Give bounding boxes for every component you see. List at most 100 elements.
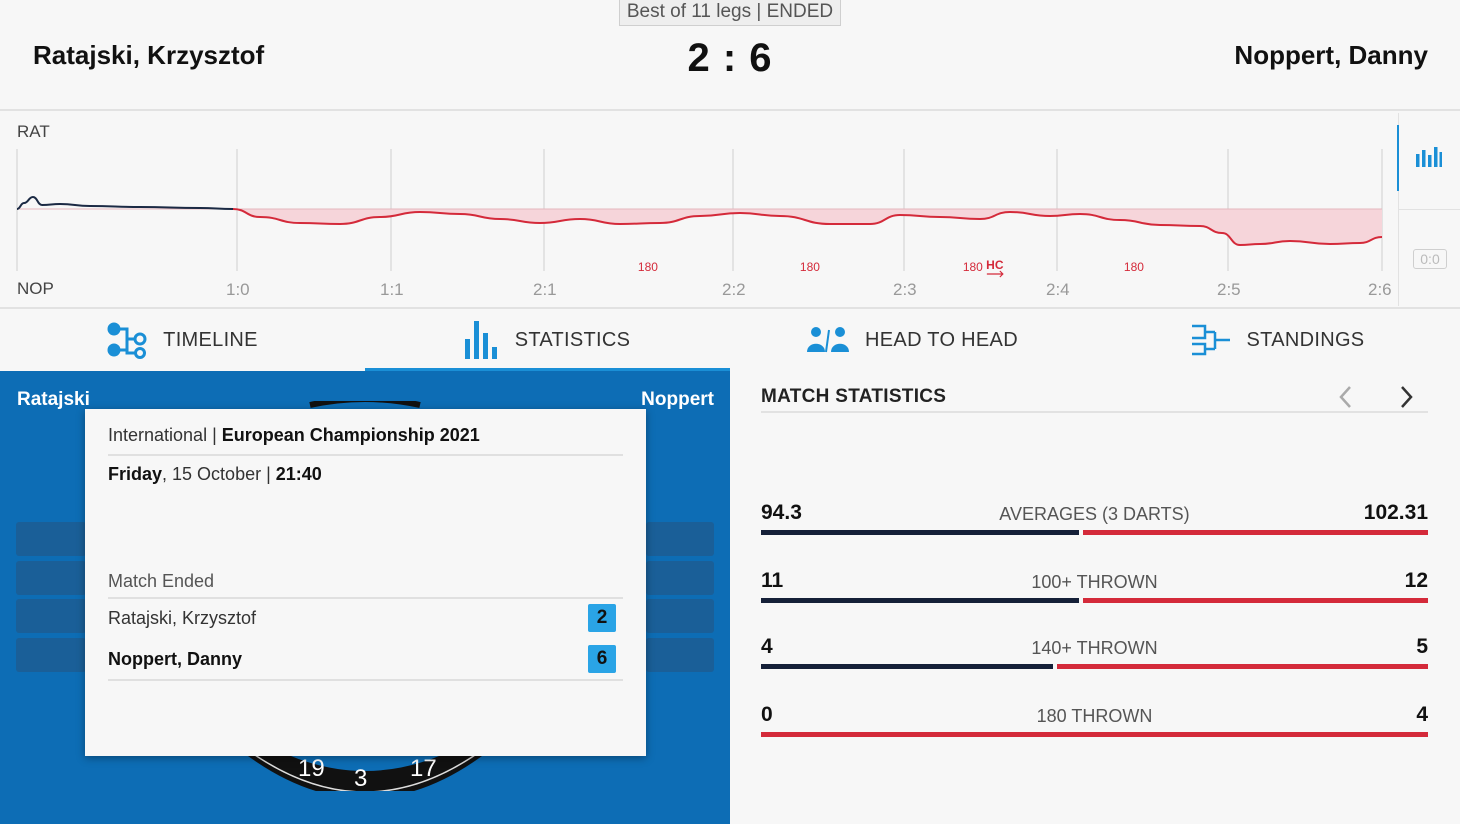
tab-timeline-label: TIMELINE: [163, 328, 258, 351]
chart-home-label: RAT: [17, 122, 50, 141]
stat-away-value: 12: [1404, 569, 1428, 592]
board-stripe: [646, 522, 714, 556]
chart-away-label: NOP: [17, 279, 54, 298]
match-header: Best of 11 legs | ENDED Ratajski, Krzysz…: [0, 0, 1460, 111]
marker-high-checkout: HC: [986, 258, 1004, 272]
stat-away-bar: [1057, 664, 1428, 669]
match-status: Match Ended: [108, 571, 623, 599]
tab-statistics[interactable]: STATISTICS: [365, 309, 730, 373]
board-number: 19: [298, 755, 325, 782]
timeline-icon: [107, 322, 147, 359]
marker-180: 180: [638, 260, 658, 274]
stat-row: 4 140+ THROWN 5: [761, 635, 1428, 675]
stat-home-bar: [761, 664, 1053, 669]
stat-label: 100+ THROWN: [1031, 572, 1158, 592]
tournament-category: International: [108, 425, 208, 445]
statistics-icon: [464, 321, 497, 359]
chevron-left-icon[interactable]: [1334, 383, 1358, 411]
marker-180: 180: [963, 260, 983, 274]
away-momentum-line: [232, 208, 1383, 247]
board-home-name: Ratajski: [17, 389, 90, 410]
match-statistics-header: MATCH STATISTICS: [761, 383, 1428, 413]
stat-home-value: 4: [761, 635, 773, 658]
leg-score-label: 1:0: [226, 280, 250, 299]
leg-score-label: 2:2: [722, 280, 746, 299]
tab-bar: TIMELINE STATISTICS HEAD TO HEAD STA: [0, 307, 1460, 373]
board-number: 17: [410, 755, 437, 782]
away-momentum-area: [233, 209, 1382, 245]
stat-home-value: 0: [761, 703, 773, 726]
momentum-chart: RAT NOP 1:0 1:1 2:1 2:2 2:3 2:4 2:5 2:6 180 180 1…: [0, 113, 1460, 306]
match-statistics-panel: MATCH STATISTICS 94.3 AVERAGES (3 DARTS)…: [730, 371, 1460, 824]
stat-away-bar: [1083, 530, 1428, 535]
head-to-head-icon: [807, 327, 850, 353]
tab-timeline[interactable]: TIMELINE: [0, 309, 365, 371]
board-away-name: Noppert: [641, 389, 714, 410]
tab-head-to-head[interactable]: HEAD TO HEAD: [730, 309, 1095, 371]
stat-away-value: 5: [1416, 635, 1428, 658]
leg-score-label: 2:1: [533, 280, 557, 299]
tab-head-to-head-label: HEAD TO HEAD: [865, 328, 1018, 351]
board-stripe: [646, 561, 714, 595]
tournament-name[interactable]: European Championship 2021: [221, 425, 480, 445]
stat-label: AVERAGES (3 DARTS): [999, 504, 1190, 524]
leg-score-label: 2:6: [1368, 280, 1392, 299]
home-momentum-line: [16, 195, 234, 210]
match-statistics-title: MATCH STATISTICS: [761, 386, 947, 407]
leg-score-label: 2:5: [1217, 280, 1241, 299]
stat-label: 140+ THROWN: [1031, 638, 1158, 658]
arrow-icon: [986, 270, 1004, 278]
stat-home-bar: [761, 598, 1079, 603]
board-stripe: [646, 638, 714, 672]
stat-home-value: 94.3: [761, 501, 802, 524]
tab-statistics-label: STATISTICS: [514, 328, 631, 351]
tournament-line: International | European Championship 20…: [108, 425, 623, 456]
board-stripe: [16, 599, 86, 633]
standings-icon: [1191, 324, 1230, 356]
bar-chart-icon[interactable]: [1416, 145, 1442, 167]
chevron-right-icon[interactable]: [1394, 383, 1418, 411]
match-datetime: Friday, 15 October | 21:40: [108, 456, 623, 485]
dartboard: 19 3 17: [248, 401, 482, 791]
momentum-graph: RAT NOP 1:0 1:1 2:1 2:2 2:3 2:4 2:5 2:6 180 180 1…: [16, 122, 1392, 299]
stat-row: 94.3 AVERAGES (3 DARTS) 102.31: [761, 501, 1428, 541]
match-day: Friday: [108, 464, 163, 484]
tab-standings-label: STANDINGS: [1246, 328, 1365, 351]
card-home-name: Ratajski, Krzysztof: [108, 607, 257, 628]
away-player-name[interactable]: Noppert, Danny: [1234, 40, 1428, 70]
board-stripe: [16, 522, 86, 556]
stat-home-bar: [761, 530, 1079, 535]
card-home-row[interactable]: Ratajski, Krzysztof 2: [108, 601, 623, 635]
stat-away-value: 4: [1416, 703, 1428, 726]
leg-score-label: 1:1: [380, 280, 404, 299]
card-away-name: Noppert, Danny: [108, 648, 243, 669]
card-away-legs: 6: [588, 645, 616, 673]
match-format-badge: Best of 11 legs | ENDED: [619, 0, 841, 26]
stat-away-bar: [761, 732, 1428, 737]
stat-label: 180 THROWN: [1036, 706, 1153, 726]
match-score: 2 : 6: [687, 36, 773, 80]
statistics-board-panel: Ratajski Noppert 19 3 17 International |…: [0, 371, 730, 824]
stat-away-bar: [1083, 598, 1428, 603]
board-stripe: [16, 638, 86, 672]
zoom-score-badge[interactable]: 0:0: [1413, 249, 1447, 269]
card-away-row[interactable]: Noppert, Danny 6: [108, 641, 623, 677]
marker-180: 180: [1124, 260, 1144, 274]
board-stripe: [16, 561, 86, 595]
stat-away-value: 102.31: [1363, 501, 1428, 524]
match-date: , 15 October |: [162, 464, 276, 484]
card-home-legs: 2: [588, 604, 616, 632]
match-time: 21:40: [275, 464, 322, 484]
stat-row: 11 100+ THROWN 12: [761, 569, 1428, 609]
chart-view-panel: 0:0: [1397, 113, 1460, 306]
home-player-name[interactable]: Ratajski, Krzysztof: [33, 40, 265, 70]
board-number: 3: [354, 765, 367, 791]
stat-home-value: 11: [761, 569, 784, 592]
match-info-card: International | European Championship 20…: [85, 409, 646, 756]
board-stripe: [646, 599, 714, 633]
stat-row: 0 180 THROWN 4: [761, 703, 1428, 743]
leg-score-label: 2:4: [1046, 280, 1070, 299]
marker-180: 180: [800, 260, 820, 274]
tab-standings[interactable]: STANDINGS: [1095, 309, 1460, 371]
leg-score-label: 2:3: [893, 280, 917, 299]
